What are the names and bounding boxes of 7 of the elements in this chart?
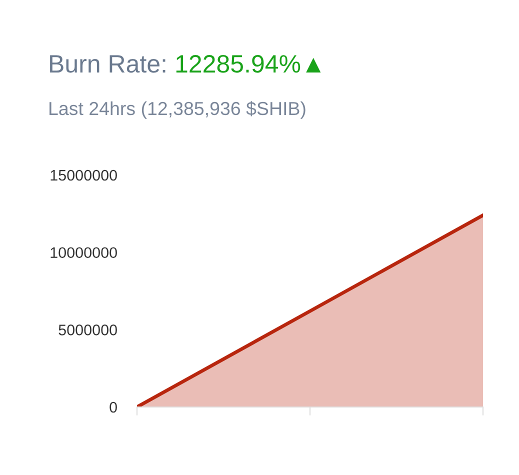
y-tick-label: 0: [110, 402, 117, 413]
y-tick-label: 15000000: [50, 170, 117, 181]
text: 12285.94%▲: [176, 55, 321, 73]
chart-subtitle: Last 24hrs (12,385,936 $SHIB): [50, 101, 306, 119]
y-tick-label: 5000000: [58, 324, 117, 336]
y-tick-label: 10000000: [50, 247, 117, 258]
chart-title: Burn Rate:: [50, 55, 166, 73]
